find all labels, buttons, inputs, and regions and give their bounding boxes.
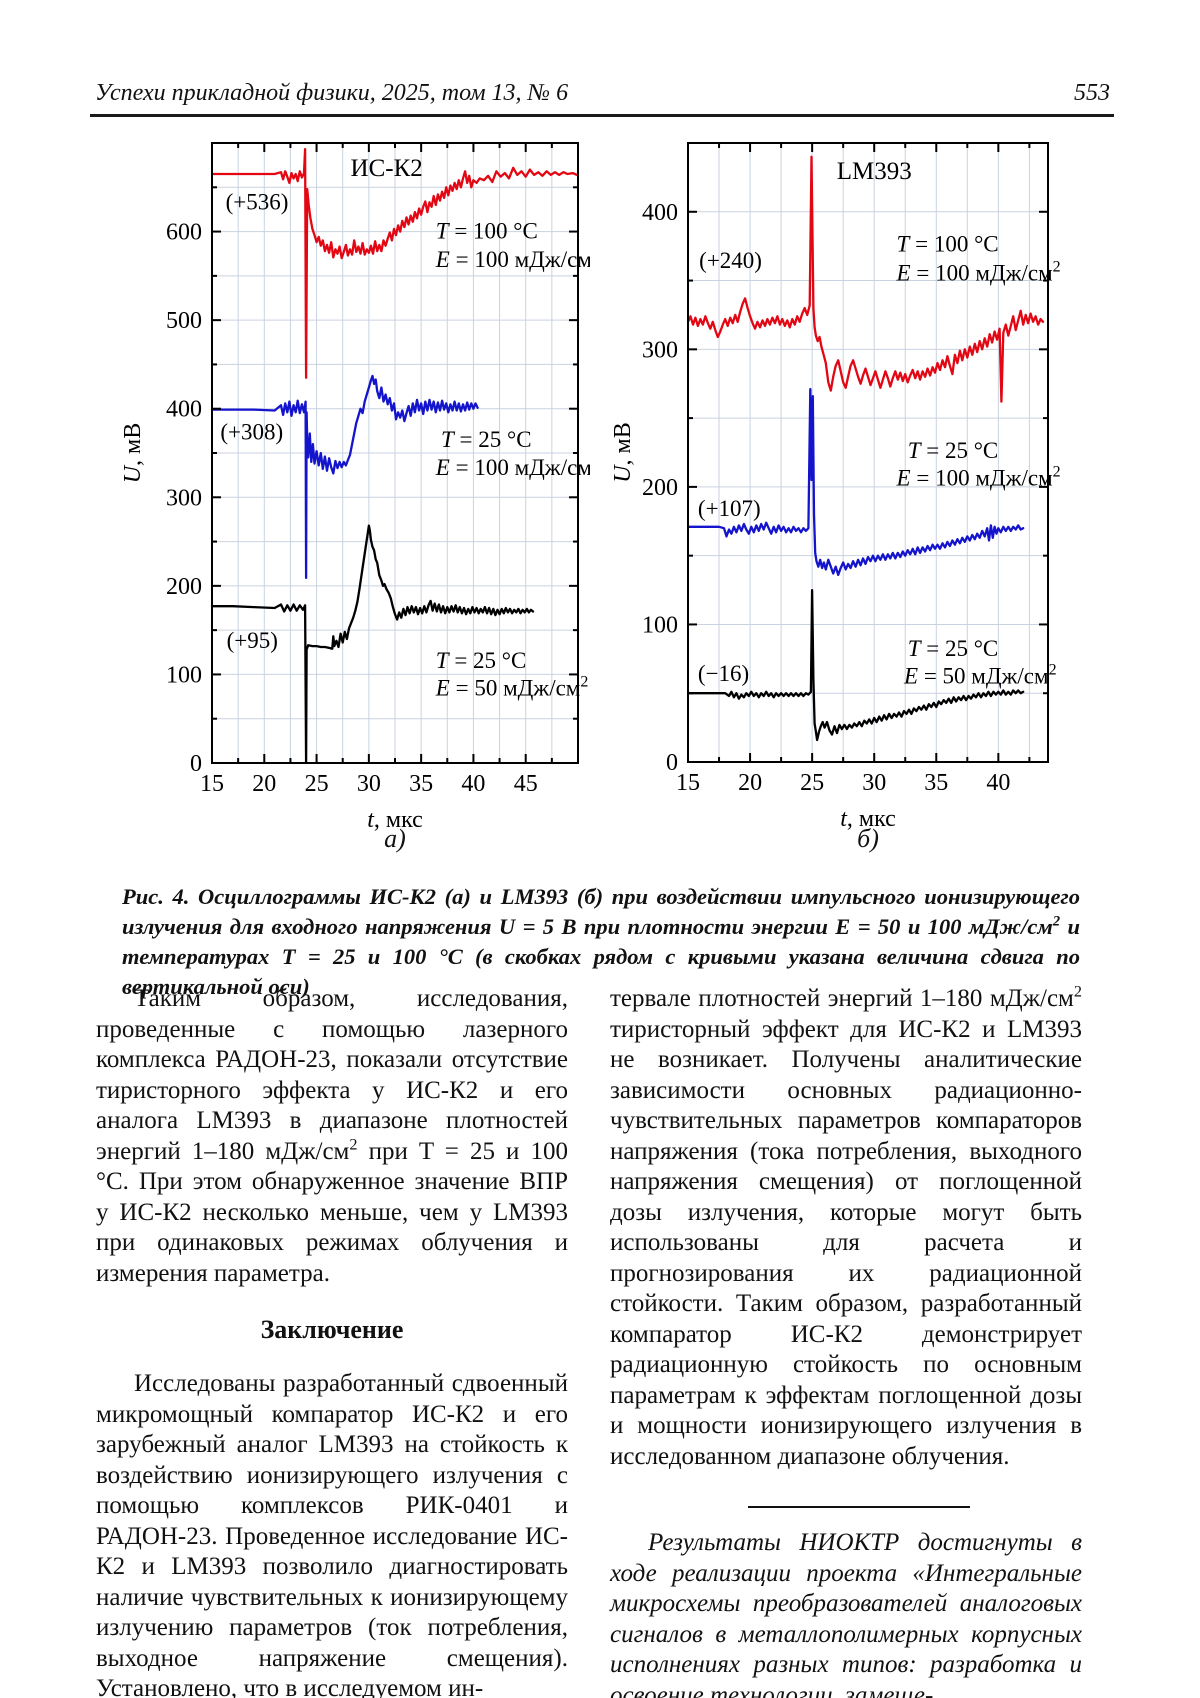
svg-text:600: 600 <box>166 220 202 246</box>
svg-text:300: 300 <box>166 485 202 511</box>
svg-text:0: 0 <box>666 750 678 776</box>
svg-text:E = 50 мДж/см2: E = 50 мДж/см2 <box>435 674 589 701</box>
svg-text:U, мВ: U, мВ <box>120 423 146 484</box>
svg-text:(−16): (−16) <box>698 661 749 686</box>
svg-text:20: 20 <box>738 770 762 796</box>
svg-text:100: 100 <box>166 662 202 688</box>
svg-text:35: 35 <box>409 771 433 797</box>
page-header: Успехи прикладной физики, 2025, том 13, … <box>95 80 1110 107</box>
svg-text:(+308): (+308) <box>220 420 283 445</box>
svg-text:(+536): (+536) <box>226 189 289 214</box>
svg-text:t, мкс: t, мкс <box>840 806 896 832</box>
svg-text:40: 40 <box>461 771 485 797</box>
svg-text:LM393: LM393 <box>837 158 912 185</box>
svg-text:20: 20 <box>252 771 276 797</box>
svg-text:45: 45 <box>514 771 538 797</box>
svg-text:t, мкс: t, мкс <box>367 807 423 833</box>
svg-text:T = 25 °C: T = 25 °C <box>436 648 527 673</box>
svg-text:U, мВ: U, мВ <box>610 422 636 483</box>
paragraph-summary: Исследованы разработанный сдвоенный микр… <box>96 1370 568 1698</box>
svg-text:T = 25 °C: T = 25 °C <box>441 427 532 452</box>
svg-text:30: 30 <box>357 771 381 797</box>
footnote-separator <box>748 1506 970 1508</box>
page-number: 553 <box>1074 80 1110 106</box>
svg-text:30: 30 <box>862 770 886 796</box>
svg-text:E = 100 мДж/см2: E = 100 мДж/см2 <box>435 245 590 272</box>
svg-text:35: 35 <box>924 770 948 796</box>
svg-text:100: 100 <box>642 612 678 638</box>
left-column: Таким образом, исследования, проведенные… <box>96 984 568 1698</box>
panel-letter-b: б) <box>857 824 879 853</box>
svg-text:(+240): (+240) <box>699 248 762 273</box>
svg-text:200: 200 <box>166 574 202 600</box>
paragraph-conclusion-intro: Таким образом, исследования, проведенные… <box>96 985 568 1287</box>
svg-text:15: 15 <box>676 770 700 796</box>
svg-text:(+95): (+95) <box>227 628 278 653</box>
svg-text:E = 100 мДж/см2: E = 100 мДж/см2 <box>435 453 590 480</box>
panel-letter-a: а) <box>384 824 406 853</box>
svg-text:25: 25 <box>305 771 329 797</box>
right-column: тервале плотностей энергий 1–180 мДж/см2… <box>610 984 1082 1698</box>
footnote-text: Результаты НИОКТР достигнуты в ходе реал… <box>610 1529 1082 1698</box>
svg-text:T = 100 °C: T = 100 °C <box>897 232 999 257</box>
svg-text:400: 400 <box>642 200 678 226</box>
svg-text:15: 15 <box>200 771 224 797</box>
svg-text:E = 50 мДж/см2: E = 50 мДж/см2 <box>903 662 1057 689</box>
paragraph-results: тервале плотностей энергий 1–180 мДж/см2… <box>610 982 1082 1470</box>
svg-text:0: 0 <box>190 751 202 777</box>
svg-text:25: 25 <box>800 770 824 796</box>
svg-text:(+107): (+107) <box>698 496 761 521</box>
section-heading: Заключение <box>260 1315 404 1344</box>
svg-text:E = 100 мДж/см2: E = 100 мДж/см2 <box>896 259 1061 286</box>
svg-text:300: 300 <box>642 337 678 363</box>
header-rule <box>90 114 1114 117</box>
svg-text:200: 200 <box>642 475 678 501</box>
svg-text:T = 25 °C: T = 25 °C <box>908 438 999 463</box>
svg-text:500: 500 <box>166 308 202 334</box>
svg-text:T = 100 °C: T = 100 °C <box>436 219 538 244</box>
svg-text:400: 400 <box>166 397 202 423</box>
svg-text:ИС-К2: ИС-К2 <box>351 155 423 182</box>
svg-text:40: 40 <box>986 770 1010 796</box>
figure-caption: Рис. 4. Осциллограммы ИС-К2 (а) и LM393 … <box>122 884 1080 999</box>
journal-title: Успехи прикладной физики, 2025, том 13, … <box>95 80 569 106</box>
svg-text:T = 25 °C: T = 25 °C <box>908 636 999 661</box>
svg-text:E = 100 мДж/см2: E = 100 мДж/см2 <box>896 464 1061 491</box>
oscillogram-chart-isk2: 15 20 25 30 35 40 45 0 100 200 300 400 500 600 t, мкс U… <box>120 142 590 833</box>
